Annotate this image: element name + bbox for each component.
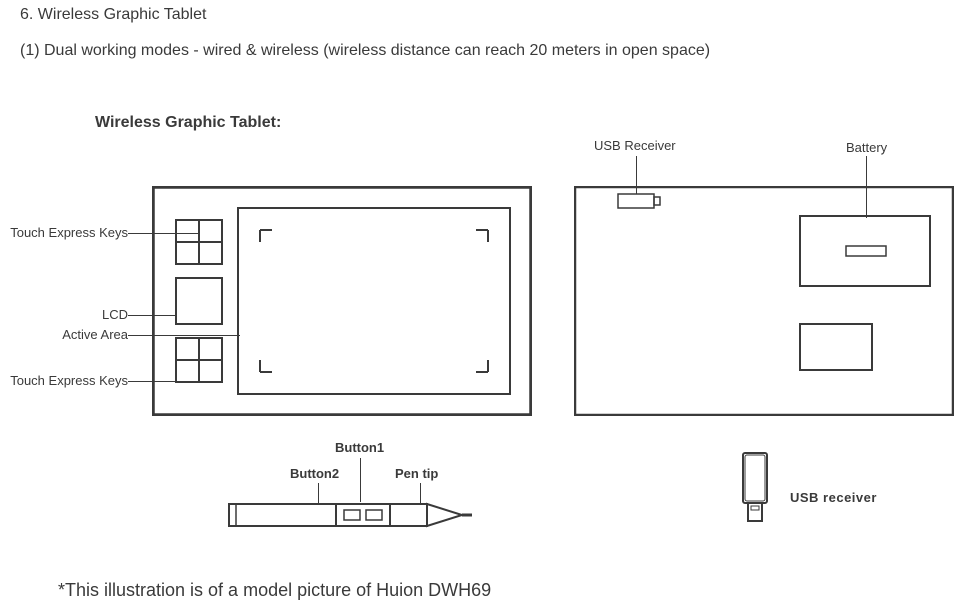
tablet-back-diagram bbox=[574, 186, 954, 416]
label-active-area: Active Area bbox=[0, 327, 128, 342]
section-title: Wireless Graphic Tablet: bbox=[95, 114, 281, 132]
footnote: *This illustration is of a model picture… bbox=[58, 580, 491, 601]
label-button2: Button2 bbox=[290, 466, 339, 481]
pen-diagram bbox=[228, 498, 478, 532]
tablet-front-diagram bbox=[152, 186, 532, 416]
label-pen-tip: Pen tip bbox=[395, 466, 438, 481]
usb-receiver-diagram bbox=[740, 452, 770, 524]
page-heading: 6. Wireless Graphic Tablet bbox=[20, 6, 206, 24]
label-button1: Button1 bbox=[335, 440, 384, 455]
label-touch-express-keys-bottom: Touch Express Keys bbox=[0, 373, 128, 388]
page-subheading: (1) Dual working modes - wired & wireles… bbox=[20, 42, 710, 60]
label-usb-receiver-side: USB receiver bbox=[790, 490, 877, 505]
label-lcd: LCD bbox=[0, 307, 128, 322]
label-battery: Battery bbox=[846, 140, 887, 155]
label-touch-express-keys-top: Touch Express Keys bbox=[0, 225, 128, 240]
label-usb-receiver-top: USB Receiver bbox=[594, 138, 676, 153]
